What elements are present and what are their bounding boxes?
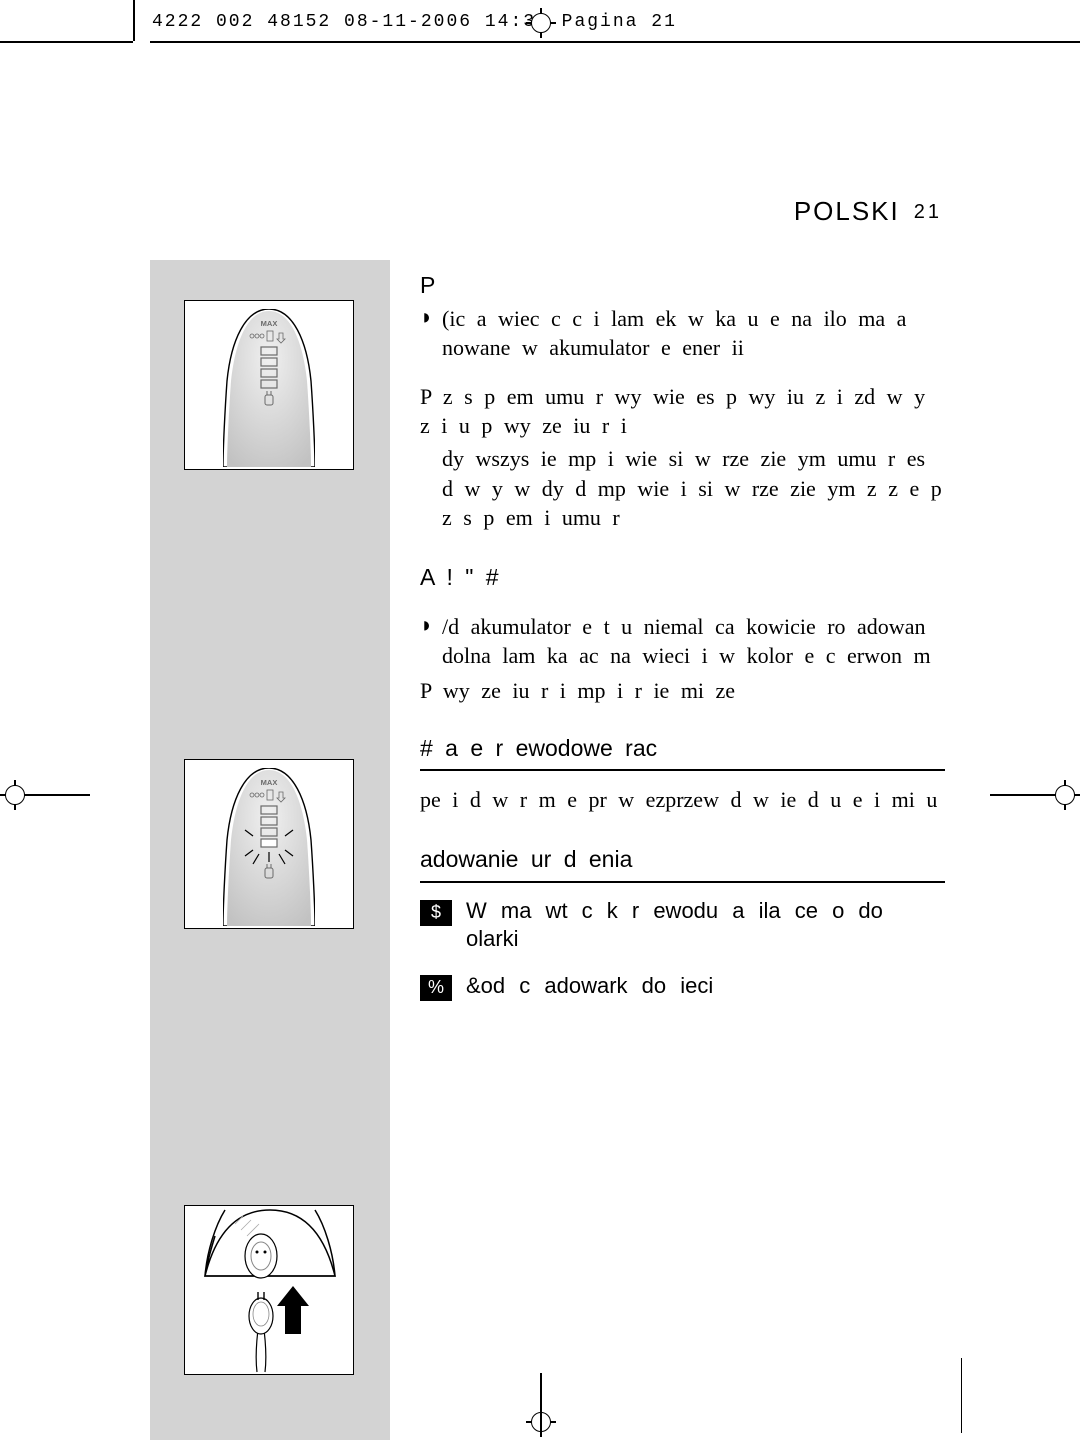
figure-1: MAX — [184, 300, 354, 470]
section-1-head: P — [420, 270, 942, 300]
bullet-mark-1: ◗ — [420, 304, 442, 330]
section-3-head: # a e r ewodowe rac — [420, 733, 942, 763]
step-1-num: $ — [420, 900, 452, 926]
section-4-head: adowanie ur d enia — [420, 844, 942, 874]
para-1: P z s p em umu r wy wie es p wy iu z i z… — [420, 382, 942, 440]
top-rule-vert — [133, 0, 135, 41]
reg-right — [1050, 780, 1080, 810]
para-2: dy wszys ie mp i wie si w rze zie ym umu… — [420, 444, 942, 531]
bullet-text-2: /d akumulator e t u niemal ca kowicie ro… — [442, 612, 942, 670]
rule-1 — [420, 769, 945, 771]
figure-2: MAX — [184, 759, 354, 929]
max-label-2: MAX — [261, 778, 278, 787]
top-rule-right — [150, 41, 1080, 43]
max-label-1: MAX — [261, 319, 278, 328]
para-3: P wy ze iu r i mp i r ie mi ze — [420, 676, 942, 705]
para-4: pe i d w r m e pr w ezprzew d w ie d u e… — [420, 785, 942, 814]
reg-left — [0, 780, 30, 810]
figure-sidebar: MAX — [150, 260, 390, 1440]
step-2-num: % — [420, 975, 452, 1001]
plug-svg — [185, 1206, 355, 1376]
imposition-header: 4222 002 48152 08-11-2006 14:32 Pagina 2… — [152, 12, 677, 32]
page-number: 21 — [914, 201, 942, 223]
bullet-mark-2: ◗ — [420, 612, 442, 638]
bullet-2: ◗ /d akumulator e t u niemal ca kowicie … — [420, 612, 942, 670]
step-1: $ W ma wt c k r ewodu a ila ce o do olar… — [420, 897, 942, 954]
section-2-head: A ! " # — [420, 562, 942, 592]
bullet-1: ◗ (ic a wiec c c i lam ek w ka u e na il… — [420, 304, 942, 362]
shaver-svg-1 — [223, 309, 315, 467]
top-rule-left — [0, 41, 133, 43]
shaver-svg-2 — [223, 768, 315, 926]
page-header: POLSKI 21 — [794, 196, 942, 227]
figure-3 — [184, 1205, 354, 1375]
step-2: % &od c adowark do ieci — [420, 972, 942, 1001]
bullet-text-1: (ic a wiec c c i lam ek w ka u e na ilo … — [442, 304, 942, 362]
crop-bottom-v2 — [961, 1358, 963, 1433]
step-1-text: W ma wt c k r ewodu a ila ce o do olarki — [466, 897, 942, 954]
language-label: POLSKI — [794, 196, 900, 226]
crop-bottom-center — [540, 1373, 542, 1433]
step-2-text: &od c adowark do ieci — [466, 972, 942, 1001]
reg-top — [526, 8, 556, 38]
content-column: P ◗ (ic a wiec c c i lam ek w ka u e na … — [420, 260, 942, 1019]
rule-2 — [420, 881, 945, 883]
